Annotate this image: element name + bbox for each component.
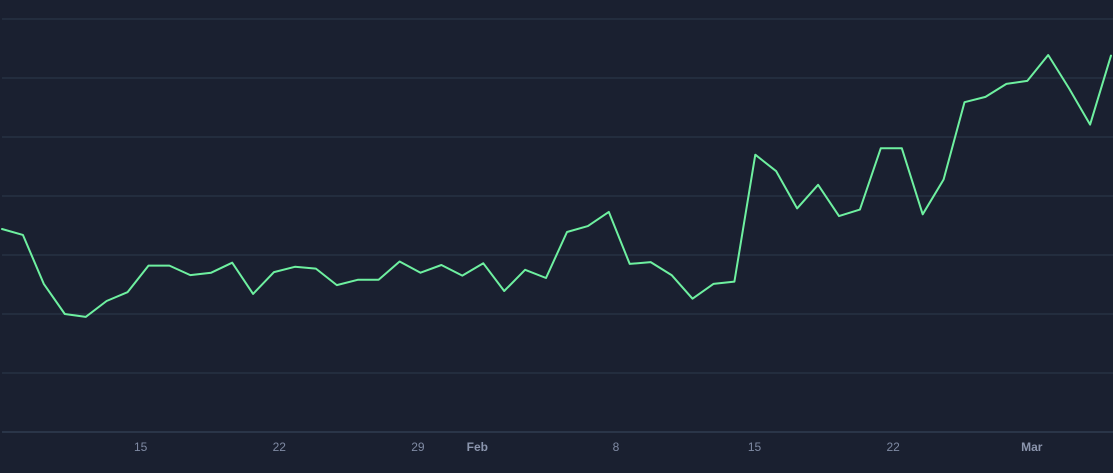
series-layer: [1, 54, 1112, 318]
x-tick-label: 15: [134, 440, 148, 454]
series-line: [1, 54, 1112, 318]
x-tick-label: 22: [273, 440, 287, 454]
x-tick-label: 22: [886, 440, 900, 454]
x-tick-label: 29: [411, 440, 425, 454]
x-tick-label: 8: [613, 440, 620, 454]
x-tick-label: Mar: [1021, 440, 1043, 454]
x-tick-label: Feb: [467, 440, 488, 454]
x-tick-labels: 15 22 29 Feb 8 15 22 Mar: [134, 440, 1043, 454]
gridlines: [2, 18, 1113, 374]
x-tick-label: 15: [748, 440, 762, 454]
